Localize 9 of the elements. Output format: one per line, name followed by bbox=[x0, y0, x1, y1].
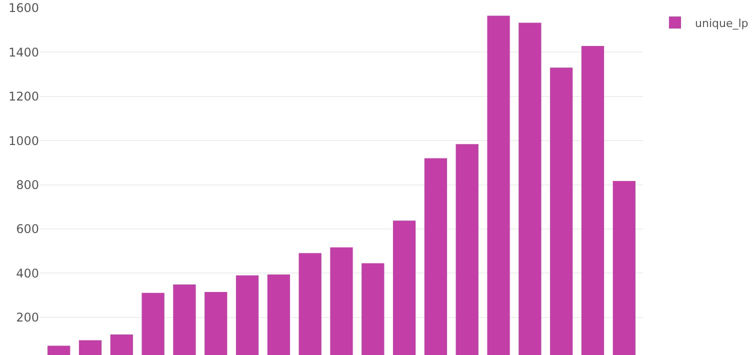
y-tick-label: 600 bbox=[16, 222, 39, 236]
legend-label: unique_lp bbox=[695, 16, 748, 30]
y-tick-label: 800 bbox=[16, 178, 39, 192]
y-tick-label: 1600 bbox=[8, 1, 39, 16]
y-tick-label: 400 bbox=[16, 266, 39, 280]
y-tick-label: 1400 bbox=[8, 45, 39, 60]
y-tick-label: 1200 bbox=[8, 90, 39, 104]
y-tick-label: 1000 bbox=[8, 134, 39, 148]
y-tick-label: 200 bbox=[16, 310, 39, 325]
